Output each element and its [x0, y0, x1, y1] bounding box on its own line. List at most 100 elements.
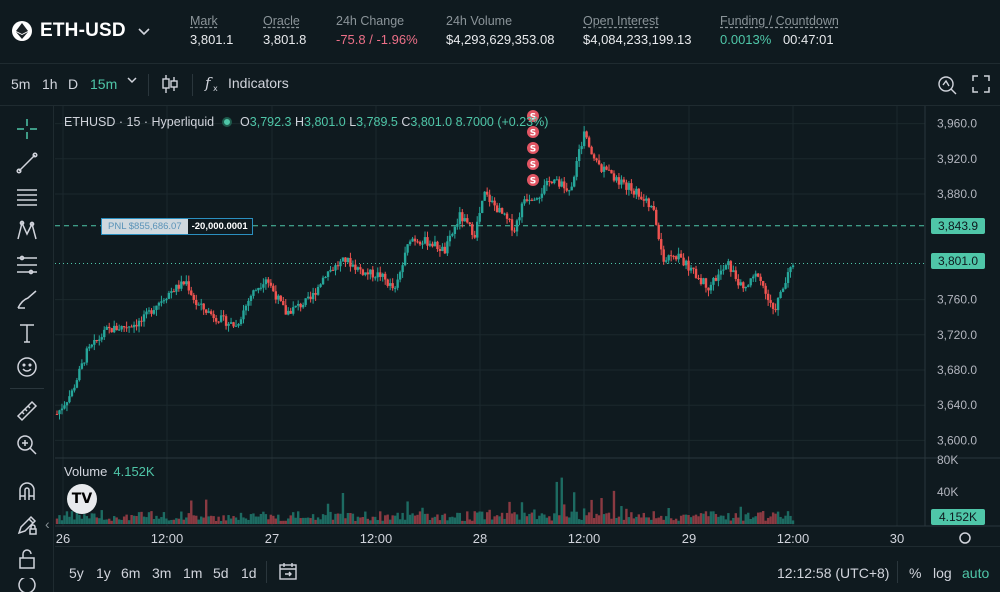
volume-bar	[538, 515, 541, 524]
magnet-icon[interactable]	[14, 478, 40, 504]
interval-d[interactable]: D	[68, 76, 79, 92]
volume-bar	[142, 516, 146, 524]
volume-bar	[771, 512, 775, 524]
auto-toggle[interactable]: auto	[962, 565, 990, 581]
candle-body	[63, 405, 66, 409]
candle-body	[364, 272, 367, 275]
collapse-toolbar-icon[interactable]: ‹	[45, 516, 50, 532]
eye-icon[interactable]	[14, 578, 40, 592]
goto-date-icon[interactable]	[278, 561, 298, 584]
volume-bar	[364, 511, 367, 524]
volume-bar	[712, 511, 715, 524]
candle-body	[117, 329, 121, 331]
lock-icon[interactable]	[14, 546, 40, 572]
candle-body	[585, 131, 588, 138]
market-status-icon	[222, 117, 233, 127]
volume-bar	[60, 520, 64, 524]
volume-bar	[130, 514, 133, 524]
interval-1h[interactable]: 1h	[42, 76, 58, 92]
pair-selector[interactable]: ETH-USD	[12, 20, 150, 42]
candle-body	[413, 238, 417, 242]
candle-body	[408, 241, 412, 245]
candle-body	[95, 340, 98, 342]
utc-clock[interactable]: 12:12:58 (UTC+8)	[777, 565, 890, 581]
trend-line-icon[interactable]	[14, 150, 40, 176]
volume-bar	[754, 516, 757, 524]
candle-body	[257, 287, 260, 291]
legend-high-key: H	[294, 115, 305, 129]
volume-bar	[752, 517, 755, 524]
tradingview-logo[interactable]: TV	[67, 484, 97, 514]
volume-bar	[331, 519, 335, 524]
range-1m[interactable]: 1m	[183, 565, 203, 581]
candle-body	[640, 196, 643, 200]
zoom-in-icon[interactable]	[14, 432, 40, 458]
sell-marker-label: S	[530, 113, 536, 123]
emoji-icon[interactable]	[14, 354, 40, 380]
candle-body	[267, 279, 270, 283]
interval-5m[interactable]: 5m	[11, 76, 31, 92]
price-chart[interactable]: 3,960.0 3,920.0 3,880.0 3,760.0 3,720.0 3,680…	[55, 106, 1000, 546]
percent-toggle[interactable]: %	[909, 565, 922, 581]
text-tool-icon[interactable]	[14, 320, 40, 346]
range-1y[interactable]: 1y	[96, 565, 111, 581]
position-pnl-label[interactable]: PNL $855,686.07 -20,000.0001	[101, 218, 253, 235]
ruler-icon[interactable]	[14, 398, 40, 424]
candle-body	[490, 200, 494, 202]
volume-bar	[585, 515, 588, 524]
range-6m[interactable]: 6m	[121, 565, 141, 581]
candle-body	[674, 256, 678, 260]
volume-bar	[269, 514, 273, 524]
fullscreen-icon[interactable]	[972, 75, 990, 93]
fib-retracement-icon[interactable]	[14, 252, 40, 278]
candle-body	[416, 241, 419, 243]
volume-bar	[65, 511, 69, 524]
stat-24h-change: 24h Change -75.8 / -1.96%	[336, 14, 418, 47]
volume-bar	[386, 514, 389, 524]
drawing-lock-icon[interactable]	[14, 512, 40, 538]
volume-bar	[530, 512, 534, 524]
brush-icon[interactable]	[14, 286, 40, 312]
volume-bar	[78, 514, 81, 524]
candle-body	[480, 200, 484, 213]
price-tick-label: 3,720.0	[937, 328, 977, 342]
candlestick-type-icon[interactable]	[160, 73, 180, 95]
horizontal-lines-icon[interactable]	[14, 184, 40, 210]
candle-body	[381, 273, 384, 277]
stat-label: Funding / Countdown	[720, 14, 839, 28]
range-5d[interactable]: 5d	[213, 565, 229, 581]
candle-body	[157, 302, 161, 306]
candle-body	[446, 241, 449, 254]
legend-open: 3,792.3	[249, 115, 292, 129]
range-1d[interactable]: 1d	[241, 565, 257, 581]
candle-body	[543, 185, 546, 194]
candle-body	[324, 276, 327, 278]
interval-15m[interactable]: 15m	[90, 76, 118, 92]
candle-body	[214, 318, 218, 322]
pattern-icon[interactable]	[14, 218, 40, 244]
candle-body	[132, 324, 136, 328]
candle-body	[587, 137, 591, 147]
candle-body	[471, 224, 474, 235]
candle-body	[615, 177, 618, 181]
candle-body	[786, 272, 790, 284]
volume-bar	[339, 513, 342, 524]
candle-body	[428, 243, 432, 246]
interval-dropdown-chevron-icon[interactable]	[127, 77, 137, 84]
time-tick-label: 12:00	[777, 531, 810, 546]
candle-body	[550, 181, 554, 184]
range-5y[interactable]: 5y	[69, 565, 84, 581]
candle-body	[411, 238, 414, 242]
candle-body	[431, 243, 434, 247]
crosshair-icon[interactable]	[14, 116, 40, 142]
chart-canvas[interactable]: 3,960.0 3,920.0 3,880.0 3,760.0 3,720.0 3,680…	[55, 106, 1000, 546]
price-tick-label: 3,640.0	[937, 398, 977, 412]
log-toggle[interactable]: log	[933, 565, 952, 581]
range-3m[interactable]: 3m	[152, 565, 172, 581]
candle-body	[127, 326, 131, 328]
volume-bar	[371, 516, 374, 524]
chart-settings-icon[interactable]	[936, 74, 958, 96]
volume-bar	[379, 511, 382, 524]
candle-body	[284, 305, 287, 315]
